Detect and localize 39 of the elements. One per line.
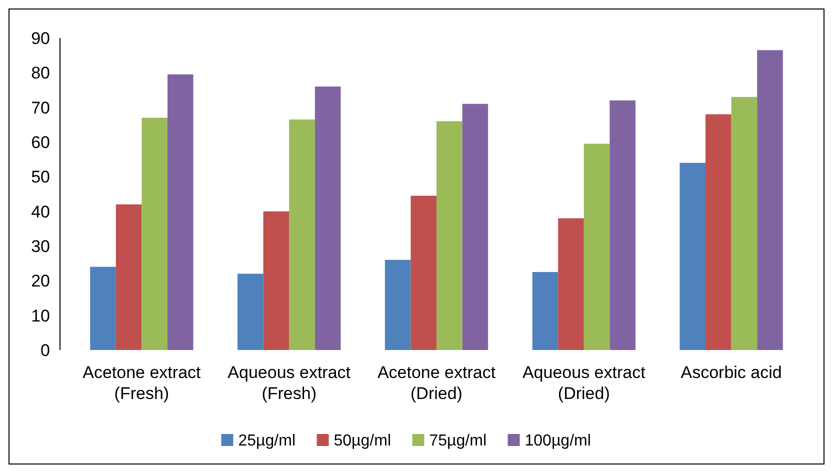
bar [532, 272, 558, 350]
bar [558, 218, 584, 350]
bar [90, 266, 116, 350]
bar [289, 119, 315, 350]
y-tick-label: 80 [31, 64, 50, 83]
y-tick-label: 40 [31, 202, 50, 222]
bar [314, 86, 341, 350]
bar [384, 260, 411, 350]
bar [410, 196, 436, 350]
bar [584, 144, 610, 350]
bar [680, 162, 706, 350]
bar [167, 74, 194, 350]
bar [610, 100, 636, 350]
y-tick-label: 90 [31, 28, 50, 48]
y-tick-label: 70 [31, 98, 50, 118]
y-tick-label: 50 [31, 168, 50, 187]
bar [757, 50, 783, 350]
legend-label: 25µg/ml [238, 432, 296, 450]
x-tick-label: Aqueous extract (Dried) [522, 363, 646, 403]
y-tick-label: 0 [40, 340, 50, 360]
bar [116, 204, 142, 350]
legend-label: 75µg/ml [429, 432, 486, 450]
y-tick-label: 10 [31, 306, 50, 326]
bar [238, 274, 264, 350]
y-tick-label: 60 [31, 132, 50, 152]
bar [462, 104, 488, 350]
bar [263, 211, 290, 350]
x-tick-label: Acetone extract (Dried) [377, 363, 496, 403]
bar [731, 96, 758, 350]
x-tick-label: Ascorbic acid [680, 363, 782, 382]
x-tick-label: Aqueous extract (Fresh) [228, 363, 351, 403]
legend-label: 100µg/ml [524, 432, 591, 450]
bar [436, 121, 462, 350]
legend-label: 50µg/ml [334, 432, 391, 450]
y-tick-label: 30 [31, 236, 50, 256]
x-tick-label: Acetone extract (Fresh) [82, 363, 202, 403]
bar [142, 118, 168, 350]
y-tick-label: 20 [31, 272, 50, 291]
bar [706, 114, 732, 350]
